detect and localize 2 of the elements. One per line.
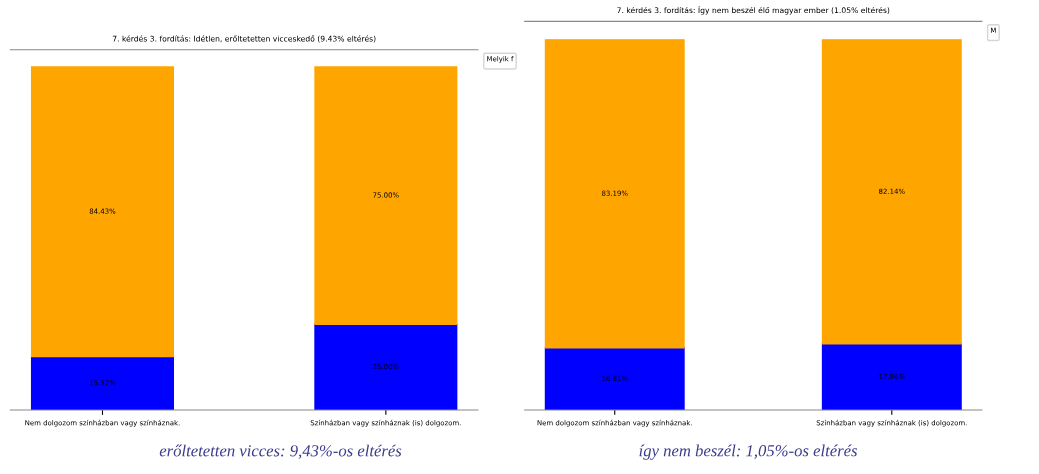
text: erőltetetten vicces: 9,43%-os eltérés [159,444,402,459]
text: így nem beszél: 1,05%-os eltérés [639,444,858,460]
